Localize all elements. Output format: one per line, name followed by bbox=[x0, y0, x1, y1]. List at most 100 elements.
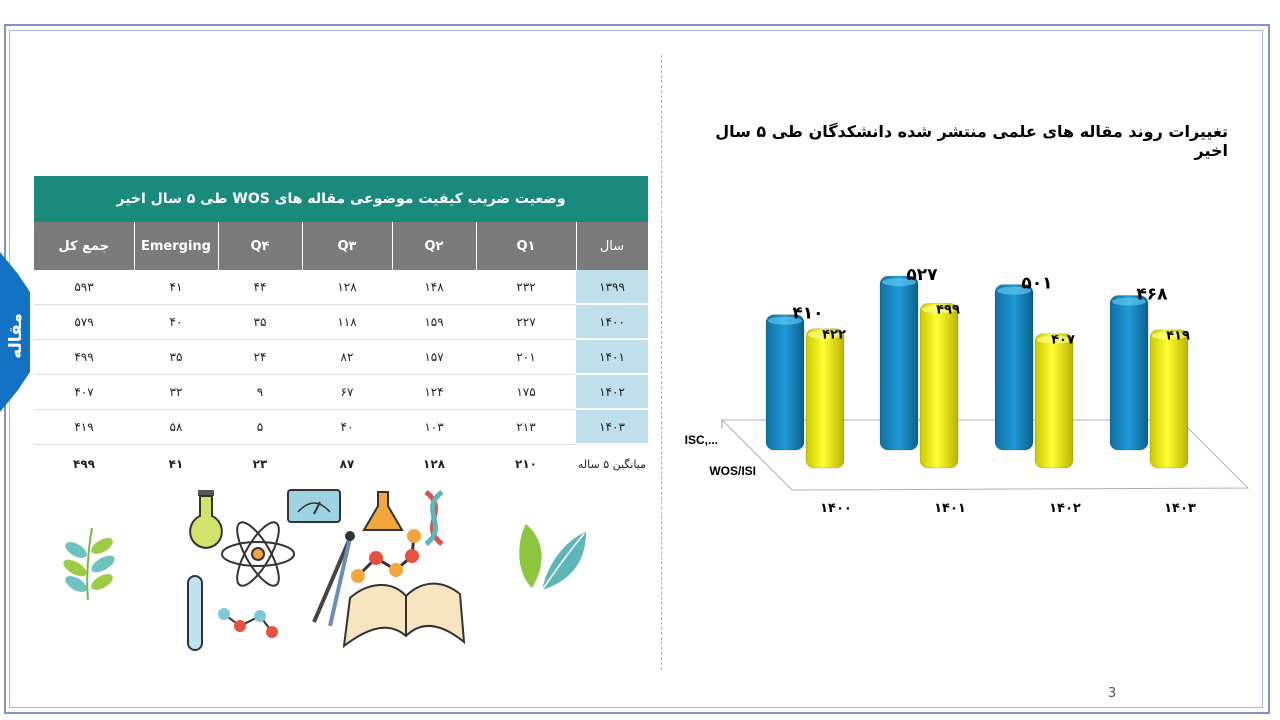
avg-q3: ۸۷ bbox=[302, 443, 392, 483]
cell-q4: ۵ bbox=[218, 409, 302, 445]
cell-q1: ۲۳۲ bbox=[476, 270, 576, 305]
cell-q2: ۱۰۳ bbox=[392, 409, 476, 445]
table-row: ۵۷۹ ۴۰ ۳۵ ۱۱۸ ۱۵۹ ۲۲۷ ۱۴۰۰ bbox=[34, 304, 648, 340]
table-average-row: ۴۹۹ ۴۱ ۲۳ ۸۷ ۱۲۸ ۲۱۰ میانگین ۵ ساله bbox=[34, 443, 648, 483]
cell-q2: ۱۴۸ bbox=[392, 270, 476, 305]
avg-label: میانگین ۵ ساله bbox=[576, 443, 648, 483]
quality-table: وضعیت ضریب کیفیت موضوعی مقاله های WOS طی… bbox=[34, 176, 649, 483]
data-label: ۴۰۷ bbox=[1051, 333, 1075, 348]
science-clipart bbox=[187, 489, 466, 651]
data-label: ۴۹۹ bbox=[936, 302, 960, 317]
bar-top bbox=[1152, 331, 1186, 340]
bar-wos bbox=[1034, 333, 1074, 469]
data-label: ۵۰۱ bbox=[1021, 274, 1052, 294]
avg-emerging: ۴۱ bbox=[134, 443, 218, 483]
cell-total: ۵۷۹ bbox=[34, 304, 134, 340]
series-label: ISC,... bbox=[685, 433, 718, 447]
header-year: سال bbox=[576, 222, 649, 270]
data-label: ۵۲۷ bbox=[906, 265, 938, 285]
table-row: ۵۹۳ ۴۱ ۴۴ ۱۲۸ ۱۴۸ ۲۳۲ ۱۳۹۹ bbox=[34, 270, 648, 305]
leaf-icon bbox=[63, 527, 115, 601]
category-label: ۱۴۰۰ bbox=[820, 501, 852, 516]
bar-top bbox=[808, 330, 842, 339]
bar-top bbox=[1112, 297, 1146, 306]
cell-total: ۴۱۹ bbox=[34, 409, 134, 445]
bar-top bbox=[1037, 335, 1071, 344]
bar-isc bbox=[994, 284, 1034, 451]
category-label: ۱۴۰۳ bbox=[1164, 501, 1196, 516]
cell-q2: ۱۵۹ bbox=[392, 304, 476, 340]
header-total: جمع کل bbox=[34, 222, 135, 270]
cell-q2: ۱۵۷ bbox=[392, 339, 476, 375]
cell-q1: ۱۷۵ bbox=[476, 374, 576, 410]
header-q4: Q۴ bbox=[218, 222, 303, 270]
avg-q4: ۲۳ bbox=[218, 443, 302, 483]
bar-wos bbox=[805, 328, 845, 469]
header-emerging: Emerging bbox=[134, 222, 219, 270]
cell-emerging: ۵۸ bbox=[134, 409, 218, 445]
cell-q4: ۲۴ bbox=[218, 339, 302, 375]
bar-top bbox=[882, 278, 916, 287]
avg-total: ۴۹۹ bbox=[34, 443, 134, 483]
header-q1: Q۱ bbox=[476, 222, 577, 270]
chart-labels: ISC,... WOS/ISI ۴۱۰ ۴۲۲ ۱۴۰۰ ۵۲۷ ۴۹۹ ۱۴۰۱ ۵۰۱ ۴۰۷… bbox=[685, 265, 1196, 516]
table-row: ۴۱۹ ۵۸ ۵ ۴۰ ۱۰۳ ۲۱۳ ۱۴۰۳ bbox=[34, 409, 648, 445]
cell-year: ۱۴۰۰ bbox=[576, 304, 648, 340]
bar-isc bbox=[1109, 295, 1149, 451]
cell-year: ۱۴۰۳ bbox=[576, 409, 648, 445]
table-row: ۴۰۷ ۳۲ ۹ ۶۷ ۱۲۴ ۱۷۵ ۱۴۰۲ bbox=[34, 374, 648, 410]
data-label: ۴۱۹ bbox=[1166, 329, 1190, 344]
cell-q4: ۳۵ bbox=[218, 304, 302, 340]
table-title: وضعیت ضریب کیفیت موضوعی مقاله های WOS طی… bbox=[34, 176, 648, 222]
cell-q1: ۲۱۳ bbox=[476, 409, 576, 445]
cell-total: ۵۹۳ bbox=[34, 270, 134, 305]
cell-q3: ۶۷ bbox=[302, 374, 392, 410]
cell-year: ۱۳۹۹ bbox=[576, 270, 648, 305]
bar-isc bbox=[765, 314, 805, 451]
bar-wos bbox=[1149, 329, 1189, 469]
header-q2: Q۲ bbox=[392, 222, 477, 270]
bar-top bbox=[768, 316, 802, 325]
cell-emerging: ۳۵ bbox=[134, 339, 218, 375]
cell-year: ۱۴۰۱ bbox=[576, 339, 648, 375]
bar-top bbox=[922, 305, 956, 314]
chart-bars bbox=[765, 275, 1189, 469]
cell-q2: ۱۲۴ bbox=[392, 374, 476, 410]
cell-q3: ۸۲ bbox=[302, 339, 392, 375]
column-divider bbox=[661, 55, 662, 670]
table-row: ۴۹۹ ۳۵ ۲۴ ۸۲ ۱۵۷ ۲۰۱ ۱۴۰۱ bbox=[34, 339, 648, 375]
data-label: ۴۲۲ bbox=[822, 328, 846, 343]
cell-q4: ۹ bbox=[218, 374, 302, 410]
cell-q3: ۱۲۸ bbox=[302, 270, 392, 305]
avg-q1: ۲۱۰ bbox=[476, 443, 576, 483]
section-tab bbox=[0, 252, 30, 412]
data-label: ۴۶۸ bbox=[1136, 285, 1168, 305]
cell-year: ۱۴۰۲ bbox=[576, 374, 648, 410]
cell-q3: ۴۰ bbox=[302, 409, 392, 445]
category-label: ۱۴۰۱ bbox=[934, 501, 966, 516]
cell-q3: ۱۱۸ bbox=[302, 304, 392, 340]
avg-q2: ۱۲۸ bbox=[392, 443, 476, 483]
leaf-icon bbox=[519, 524, 586, 591]
cell-emerging: ۳۲ bbox=[134, 374, 218, 410]
table-header-row: جمع کل Emerging Q۴ Q۳ Q۲ Q۱ سال bbox=[34, 222, 649, 270]
cell-total: ۴۰۷ bbox=[34, 374, 134, 410]
section-tab-label: مقاله bbox=[6, 313, 26, 359]
chart-title: تغییرات روند مقاله های علمی منتشر شده دا… bbox=[715, 122, 1228, 160]
quality-table-grid: جمع کل Emerging Q۴ Q۳ Q۲ Q۱ سال ۵۹۳ ۴۱ ۴… bbox=[34, 222, 649, 483]
cell-q1: ۲۲۷ bbox=[476, 304, 576, 340]
bar-top bbox=[997, 286, 1031, 295]
data-label: ۴۱۰ bbox=[792, 304, 823, 324]
cell-emerging: ۴۰ bbox=[134, 304, 218, 340]
header-q3: Q۳ bbox=[302, 222, 393, 270]
bar-wos bbox=[919, 302, 959, 469]
cell-q4: ۴۴ bbox=[218, 270, 302, 305]
category-label: ۱۴۰۲ bbox=[1049, 501, 1081, 516]
cell-q1: ۲۰۱ bbox=[476, 339, 576, 375]
chart-3d-bar: ISC,... WOS/ISI ۴۱۰ ۴۲۲ ۱۴۰۰ ۵۲۷ ۴۹۹ ۱۴۰۱ ۵۰۱ ۴۰۷… bbox=[685, 265, 1250, 516]
series-label: WOS/ISI bbox=[709, 464, 756, 478]
page-number: 3 bbox=[1108, 686, 1117, 701]
bar-isc bbox=[879, 275, 919, 451]
cell-total: ۴۹۹ bbox=[34, 339, 134, 375]
cell-emerging: ۴۱ bbox=[134, 270, 218, 305]
